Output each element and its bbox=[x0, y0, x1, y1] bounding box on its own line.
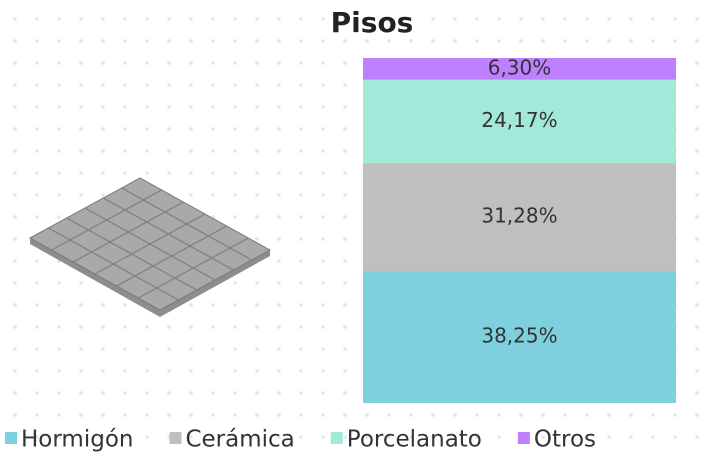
chart-title: Pisos bbox=[331, 6, 414, 39]
legend-label: Hormigón bbox=[21, 427, 133, 453]
legend-swatch bbox=[5, 432, 17, 444]
value-label: 24,17% bbox=[481, 108, 557, 132]
page: Pisos 38,25% 31,28% 24,17% 6,30% Hormigón Cer… bbox=[0, 0, 702, 455]
legend-swatch bbox=[331, 432, 343, 444]
value-label: 31,28% bbox=[481, 204, 557, 228]
paver-image bbox=[30, 178, 270, 317]
value-label: 38,25% bbox=[481, 324, 557, 348]
legend-label: Otros bbox=[534, 427, 596, 453]
legend-label: Porcelanato bbox=[347, 427, 482, 453]
paver-grid bbox=[30, 178, 270, 310]
value-label: 6,30% bbox=[488, 55, 552, 79]
legend-swatch bbox=[518, 432, 530, 444]
legend-label: Cerámica bbox=[185, 427, 294, 453]
legend-swatch bbox=[169, 432, 181, 444]
chart: Pisos 38,25% 31,28% 24,17% 6,30% Hormigón Cer… bbox=[0, 0, 702, 455]
